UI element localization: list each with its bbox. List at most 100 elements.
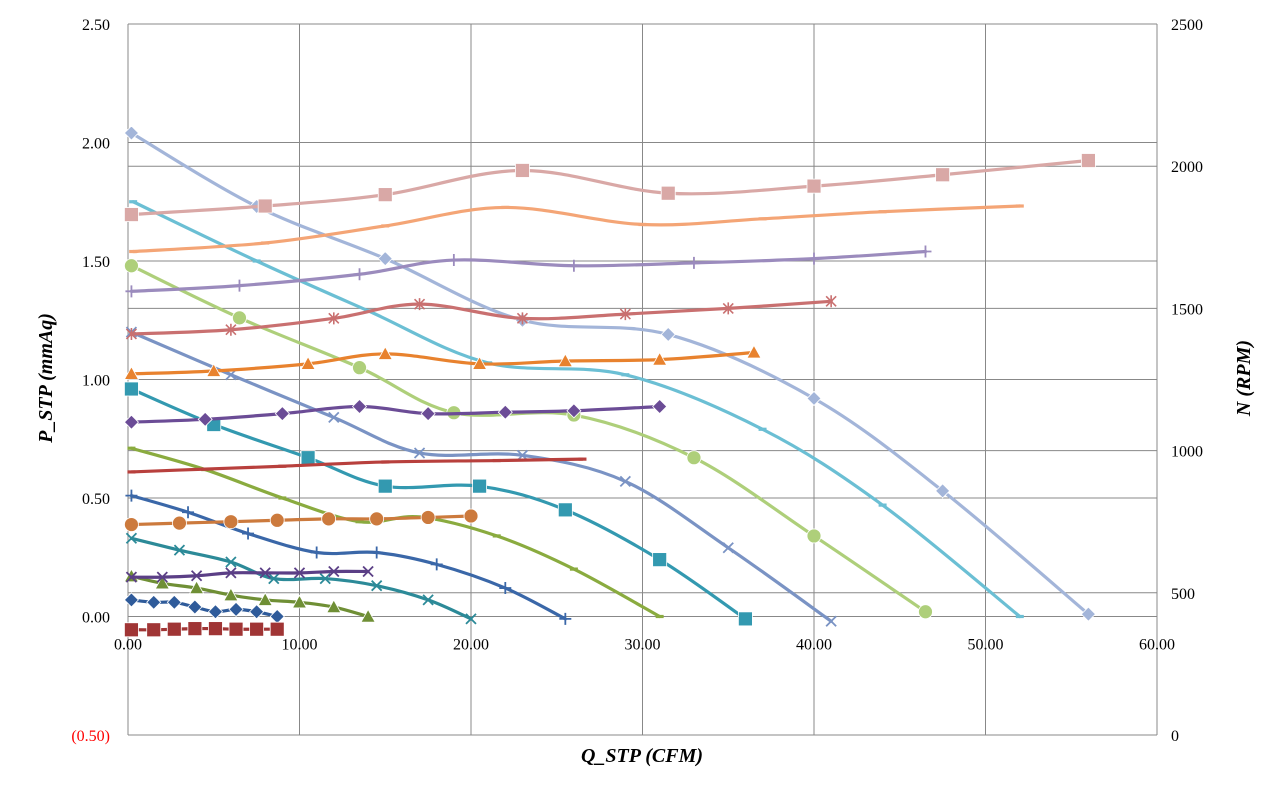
data-point-circle [352, 360, 367, 376]
data-point-diamond [566, 403, 582, 419]
data-point-square [806, 178, 822, 194]
data-point-asterisk [516, 312, 529, 325]
data-point-circle [806, 528, 822, 544]
series-n-indigo [125, 565, 374, 583]
data-point-triangle [223, 587, 239, 602]
data-point-square [146, 622, 162, 638]
series-line [129, 131, 1090, 616]
data-point-diamond [274, 406, 290, 422]
data-point-x [293, 567, 306, 579]
data-point-circle [420, 510, 436, 525]
data-point-dash [252, 259, 261, 263]
data-point-diamond [123, 592, 139, 608]
data-point-square [557, 502, 573, 518]
series-p-blue [123, 592, 285, 625]
data-point-plus [687, 256, 700, 269]
series-n-red [127, 457, 587, 474]
data-point-triangle [377, 346, 393, 360]
x-tick-label: 30.00 [625, 637, 661, 654]
y-tick-label: 2.00 [82, 136, 110, 153]
x-tick-label: 10.00 [282, 637, 318, 654]
data-point-plus [233, 279, 246, 292]
data-point-circle [686, 450, 702, 466]
series-n-orange-light [129, 204, 1024, 254]
data-point-dash [578, 457, 587, 461]
data-point-square [124, 207, 139, 222]
data-point-asterisk [125, 327, 137, 340]
data-point-asterisk [413, 298, 426, 311]
y2-tick-label: 1500 [1171, 301, 1203, 318]
data-point-dash [127, 470, 136, 474]
data-point-dash [1015, 204, 1024, 208]
data-point-diamond [660, 326, 676, 343]
data-point-diamond [1080, 606, 1096, 622]
series-p-darkteal [125, 532, 477, 625]
data-point-diamond [351, 398, 368, 415]
data-point-plus [567, 259, 580, 272]
data-point-circle [269, 512, 285, 528]
data-point-dash [492, 458, 501, 463]
data-point-diamond [123, 414, 139, 430]
data-point-asterisk [328, 312, 340, 325]
data-point-x [362, 565, 374, 578]
data-point-diamond [187, 599, 203, 615]
data-point-square [935, 167, 951, 183]
data-point-circle [918, 604, 933, 620]
data-point-diamond [806, 390, 822, 407]
data-point-dash [569, 567, 578, 571]
data-point-diamond [497, 404, 513, 420]
data-point-dash [129, 200, 138, 204]
x-tick-labels: 0.00 10.00 20.00 30.00 40.00 50.00 60.00 [114, 637, 1175, 654]
data-point-dash [878, 503, 887, 507]
data-point-triangle [300, 356, 316, 370]
data-point-dash [127, 446, 136, 450]
data-point-triangle [746, 344, 762, 359]
data-point-diamond [166, 594, 182, 610]
data-point-x [328, 565, 340, 578]
x-tick-label: 50.00 [968, 637, 1004, 654]
y2-tick-label: 2500 [1171, 17, 1203, 34]
data-point-circle [463, 508, 479, 524]
data-point-dash [758, 217, 767, 221]
data-point-dash [381, 224, 390, 228]
data-point-x [465, 613, 477, 625]
x-tick-label: 20.00 [453, 637, 489, 654]
data-point-square [228, 621, 244, 637]
data-point-circle [124, 517, 139, 532]
data-point-dash [278, 464, 287, 468]
y-tick-label: 1.50 [82, 254, 110, 271]
series-p-navy [125, 489, 572, 625]
series-n-purple-light [125, 245, 932, 298]
data-point-dash [492, 534, 501, 538]
data-point-x [825, 615, 837, 627]
series-line [129, 536, 473, 621]
y-tick-label: 1.00 [82, 373, 110, 390]
y2-tick-label: 1000 [1171, 444, 1203, 461]
data-point-triangle [326, 599, 342, 614]
y2-tick-label: 2000 [1171, 159, 1203, 176]
data-point-triangle [257, 592, 273, 606]
data-point-plus [182, 506, 195, 519]
data-point-x [173, 544, 186, 556]
data-point-diamond [146, 594, 162, 610]
data-point-square [166, 621, 182, 637]
data-point-diamond [420, 406, 436, 422]
data-point-dash [758, 427, 767, 431]
data-point-dash [261, 241, 270, 245]
data-point-triangle [471, 356, 488, 370]
data-point-x [156, 571, 168, 583]
data-point-asterisk [825, 295, 837, 308]
data-point-x [422, 594, 434, 606]
x-tick-label: 60.00 [1139, 637, 1175, 654]
data-point-circle [223, 514, 239, 530]
y-tick-labels: 2.50 2.00 1.50 1.00 0.50 0.00 (0.50) [71, 17, 110, 745]
data-point-plus [808, 252, 820, 265]
data-point-diamond [207, 604, 224, 620]
data-point-x [259, 567, 271, 579]
data-point-square [257, 198, 273, 214]
data-point-triangle [206, 363, 222, 377]
data-point-triangle [557, 353, 574, 368]
y2-tick-label: 0 [1171, 728, 1179, 745]
data-point-x [722, 542, 734, 554]
data-point-x [371, 580, 383, 592]
